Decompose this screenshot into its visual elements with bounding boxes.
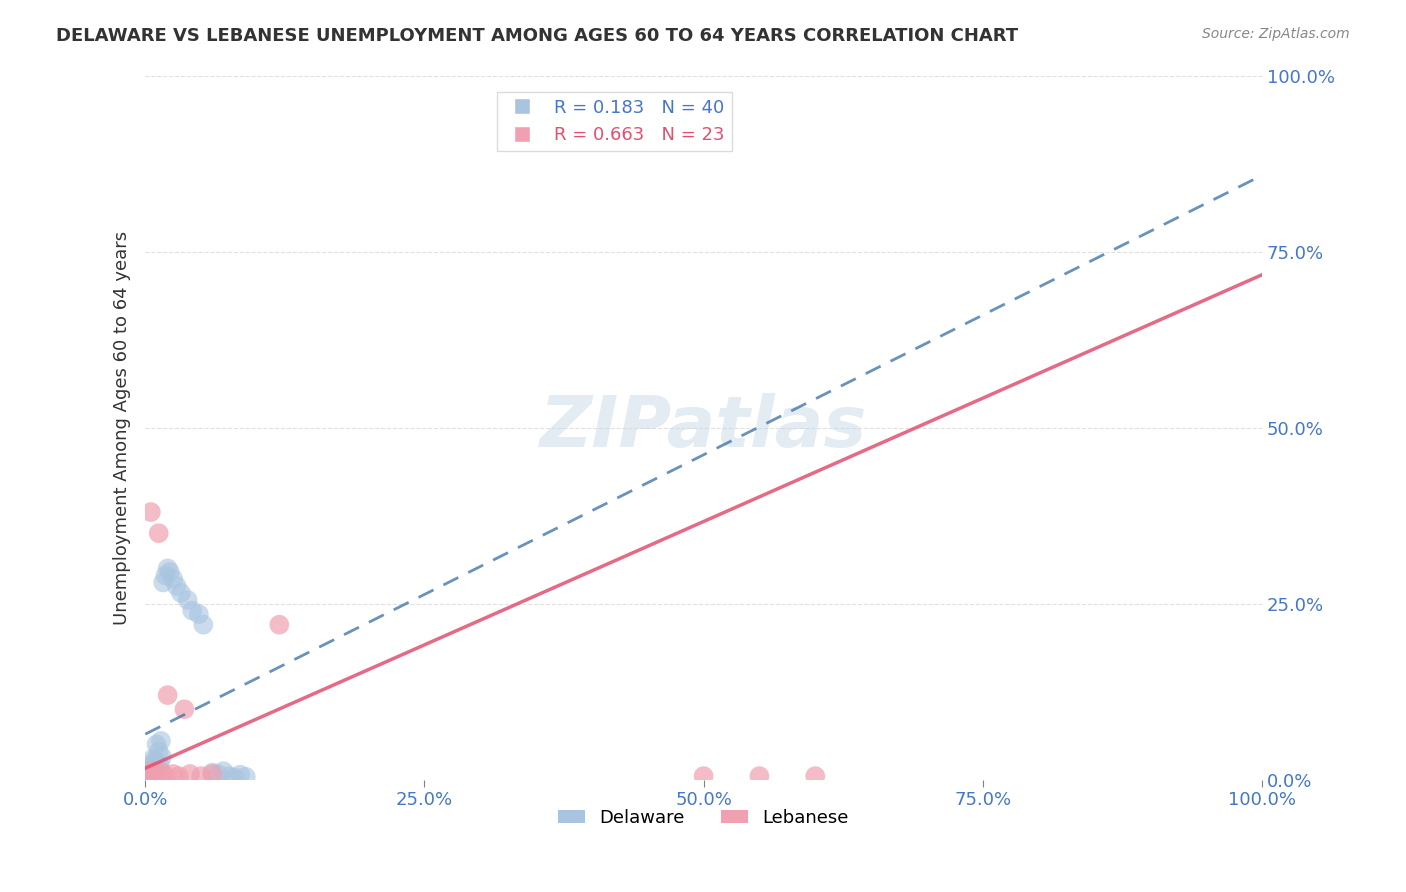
Delaware: [193, 617, 215, 632]
Delaware: [136, 767, 159, 781]
Delaware: [150, 750, 173, 764]
Delaware: [142, 760, 165, 774]
Lebanese: [201, 767, 224, 781]
Delaware: [166, 579, 188, 593]
Lebanese: [141, 765, 163, 780]
Lebanese: [155, 769, 177, 783]
Delaware: [139, 762, 162, 776]
Lebanese: [748, 769, 770, 783]
Lebanese: [692, 769, 714, 783]
Delaware: [138, 764, 160, 779]
Lebanese: [156, 688, 179, 702]
Lebanese: [142, 769, 165, 783]
Delaware: [170, 586, 193, 600]
Delaware: [145, 738, 167, 752]
Delaware: [141, 768, 163, 782]
Delaware: [141, 757, 163, 772]
Delaware: [139, 765, 162, 780]
Delaware: [162, 572, 184, 586]
Delaware: [146, 762, 169, 776]
Lebanese: [190, 769, 212, 783]
Delaware: [143, 765, 166, 780]
Lebanese: [167, 769, 190, 783]
Delaware: [235, 770, 257, 784]
Delaware: [145, 765, 167, 780]
Delaware: [148, 744, 170, 758]
Delaware: [177, 593, 200, 607]
Delaware: [138, 768, 160, 782]
Lebanese: [150, 765, 173, 780]
Lebanese: [148, 526, 170, 541]
Delaware: [136, 769, 159, 783]
Delaware: [159, 565, 181, 579]
Delaware: [143, 753, 166, 767]
Delaware: [229, 767, 252, 781]
Delaware: [149, 758, 172, 772]
Delaware: [135, 771, 157, 785]
Delaware: [224, 771, 246, 785]
Lebanese: [804, 769, 827, 783]
Lebanese: [173, 702, 195, 716]
Delaware: [212, 764, 235, 779]
Text: DELAWARE VS LEBANESE UNEMPLOYMENT AMONG AGES 60 TO 64 YEARS CORRELATION CHART: DELAWARE VS LEBANESE UNEMPLOYMENT AMONG …: [56, 27, 1018, 45]
Lebanese: [143, 764, 166, 779]
Lebanese: [145, 767, 167, 781]
Lebanese: [860, 54, 883, 69]
Lebanese: [139, 505, 162, 519]
Lebanese: [162, 767, 184, 781]
Lebanese: [269, 617, 291, 632]
Delaware: [181, 604, 204, 618]
Lebanese: [135, 769, 157, 783]
Delaware: [149, 734, 172, 748]
Delaware: [207, 767, 229, 781]
Text: ZIPatlas: ZIPatlas: [540, 393, 868, 462]
Delaware: [187, 607, 209, 622]
Delaware: [218, 769, 240, 783]
Delaware: [156, 561, 179, 575]
Delaware: [142, 751, 165, 765]
Delaware: [152, 575, 174, 590]
Delaware: [139, 770, 162, 784]
Y-axis label: Unemployment Among Ages 60 to 64 years: Unemployment Among Ages 60 to 64 years: [114, 230, 131, 624]
Delaware: [201, 765, 224, 780]
Delaware: [139, 767, 162, 781]
Lebanese: [136, 765, 159, 780]
Delaware: [155, 568, 177, 582]
Legend: Delaware, Lebanese: Delaware, Lebanese: [551, 802, 856, 834]
Lebanese: [138, 767, 160, 781]
Lebanese: [179, 767, 201, 781]
Text: Source: ZipAtlas.com: Source: ZipAtlas.com: [1202, 27, 1350, 41]
